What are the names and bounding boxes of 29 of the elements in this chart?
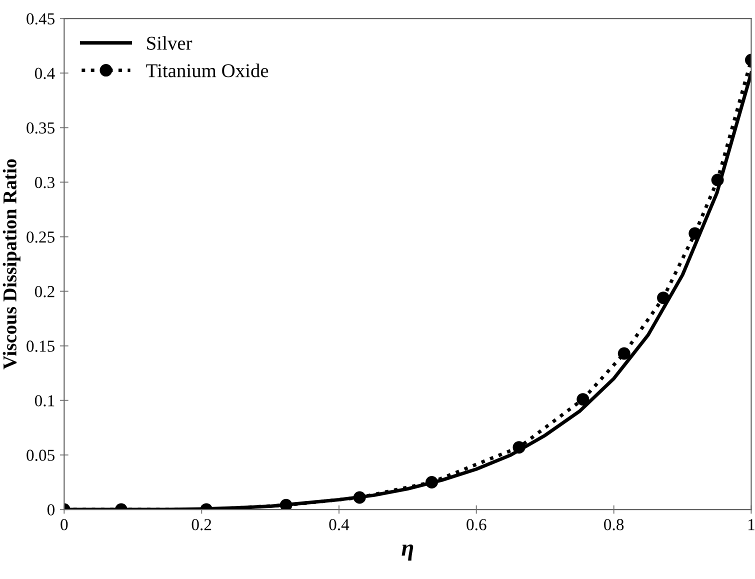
point xyxy=(688,227,702,240)
y-tick-label: 0.2 xyxy=(34,286,54,298)
legend-label: Silver xyxy=(147,36,192,50)
point xyxy=(280,498,292,510)
point xyxy=(711,174,724,186)
x-tick-label: 0 xyxy=(60,519,68,530)
point xyxy=(657,292,670,304)
y-tick-label: 0.35 xyxy=(26,122,54,134)
point xyxy=(618,347,630,360)
x-axis-title: η xyxy=(402,544,414,561)
y-tick-label: 0.45 xyxy=(26,13,54,25)
legend-label: Titanium Oxide xyxy=(146,64,268,78)
y-tick-label: 0 xyxy=(47,504,55,516)
y-tick-label: 0.25 xyxy=(26,231,54,243)
y-tick-label: 0.05 xyxy=(26,450,54,461)
y-tick-label: 0.15 xyxy=(26,340,54,352)
x-tick-label: 0.8 xyxy=(604,519,624,530)
x-tick-label: 0.6 xyxy=(466,519,486,530)
y-tick-label: 0.4 xyxy=(34,68,55,80)
point xyxy=(512,441,526,454)
point xyxy=(576,393,590,406)
y-tick-label: 0.3 xyxy=(34,176,54,188)
x-tick-label: 1 xyxy=(748,519,754,530)
x-tick-label: 0.4 xyxy=(329,519,350,530)
point xyxy=(425,476,438,488)
x-tick-label: 0.2 xyxy=(192,519,212,530)
y-tick-label: 0.1 xyxy=(34,395,54,406)
y-axis-title: Viscous Dissipation Ratio xyxy=(2,159,20,370)
point xyxy=(353,491,366,504)
